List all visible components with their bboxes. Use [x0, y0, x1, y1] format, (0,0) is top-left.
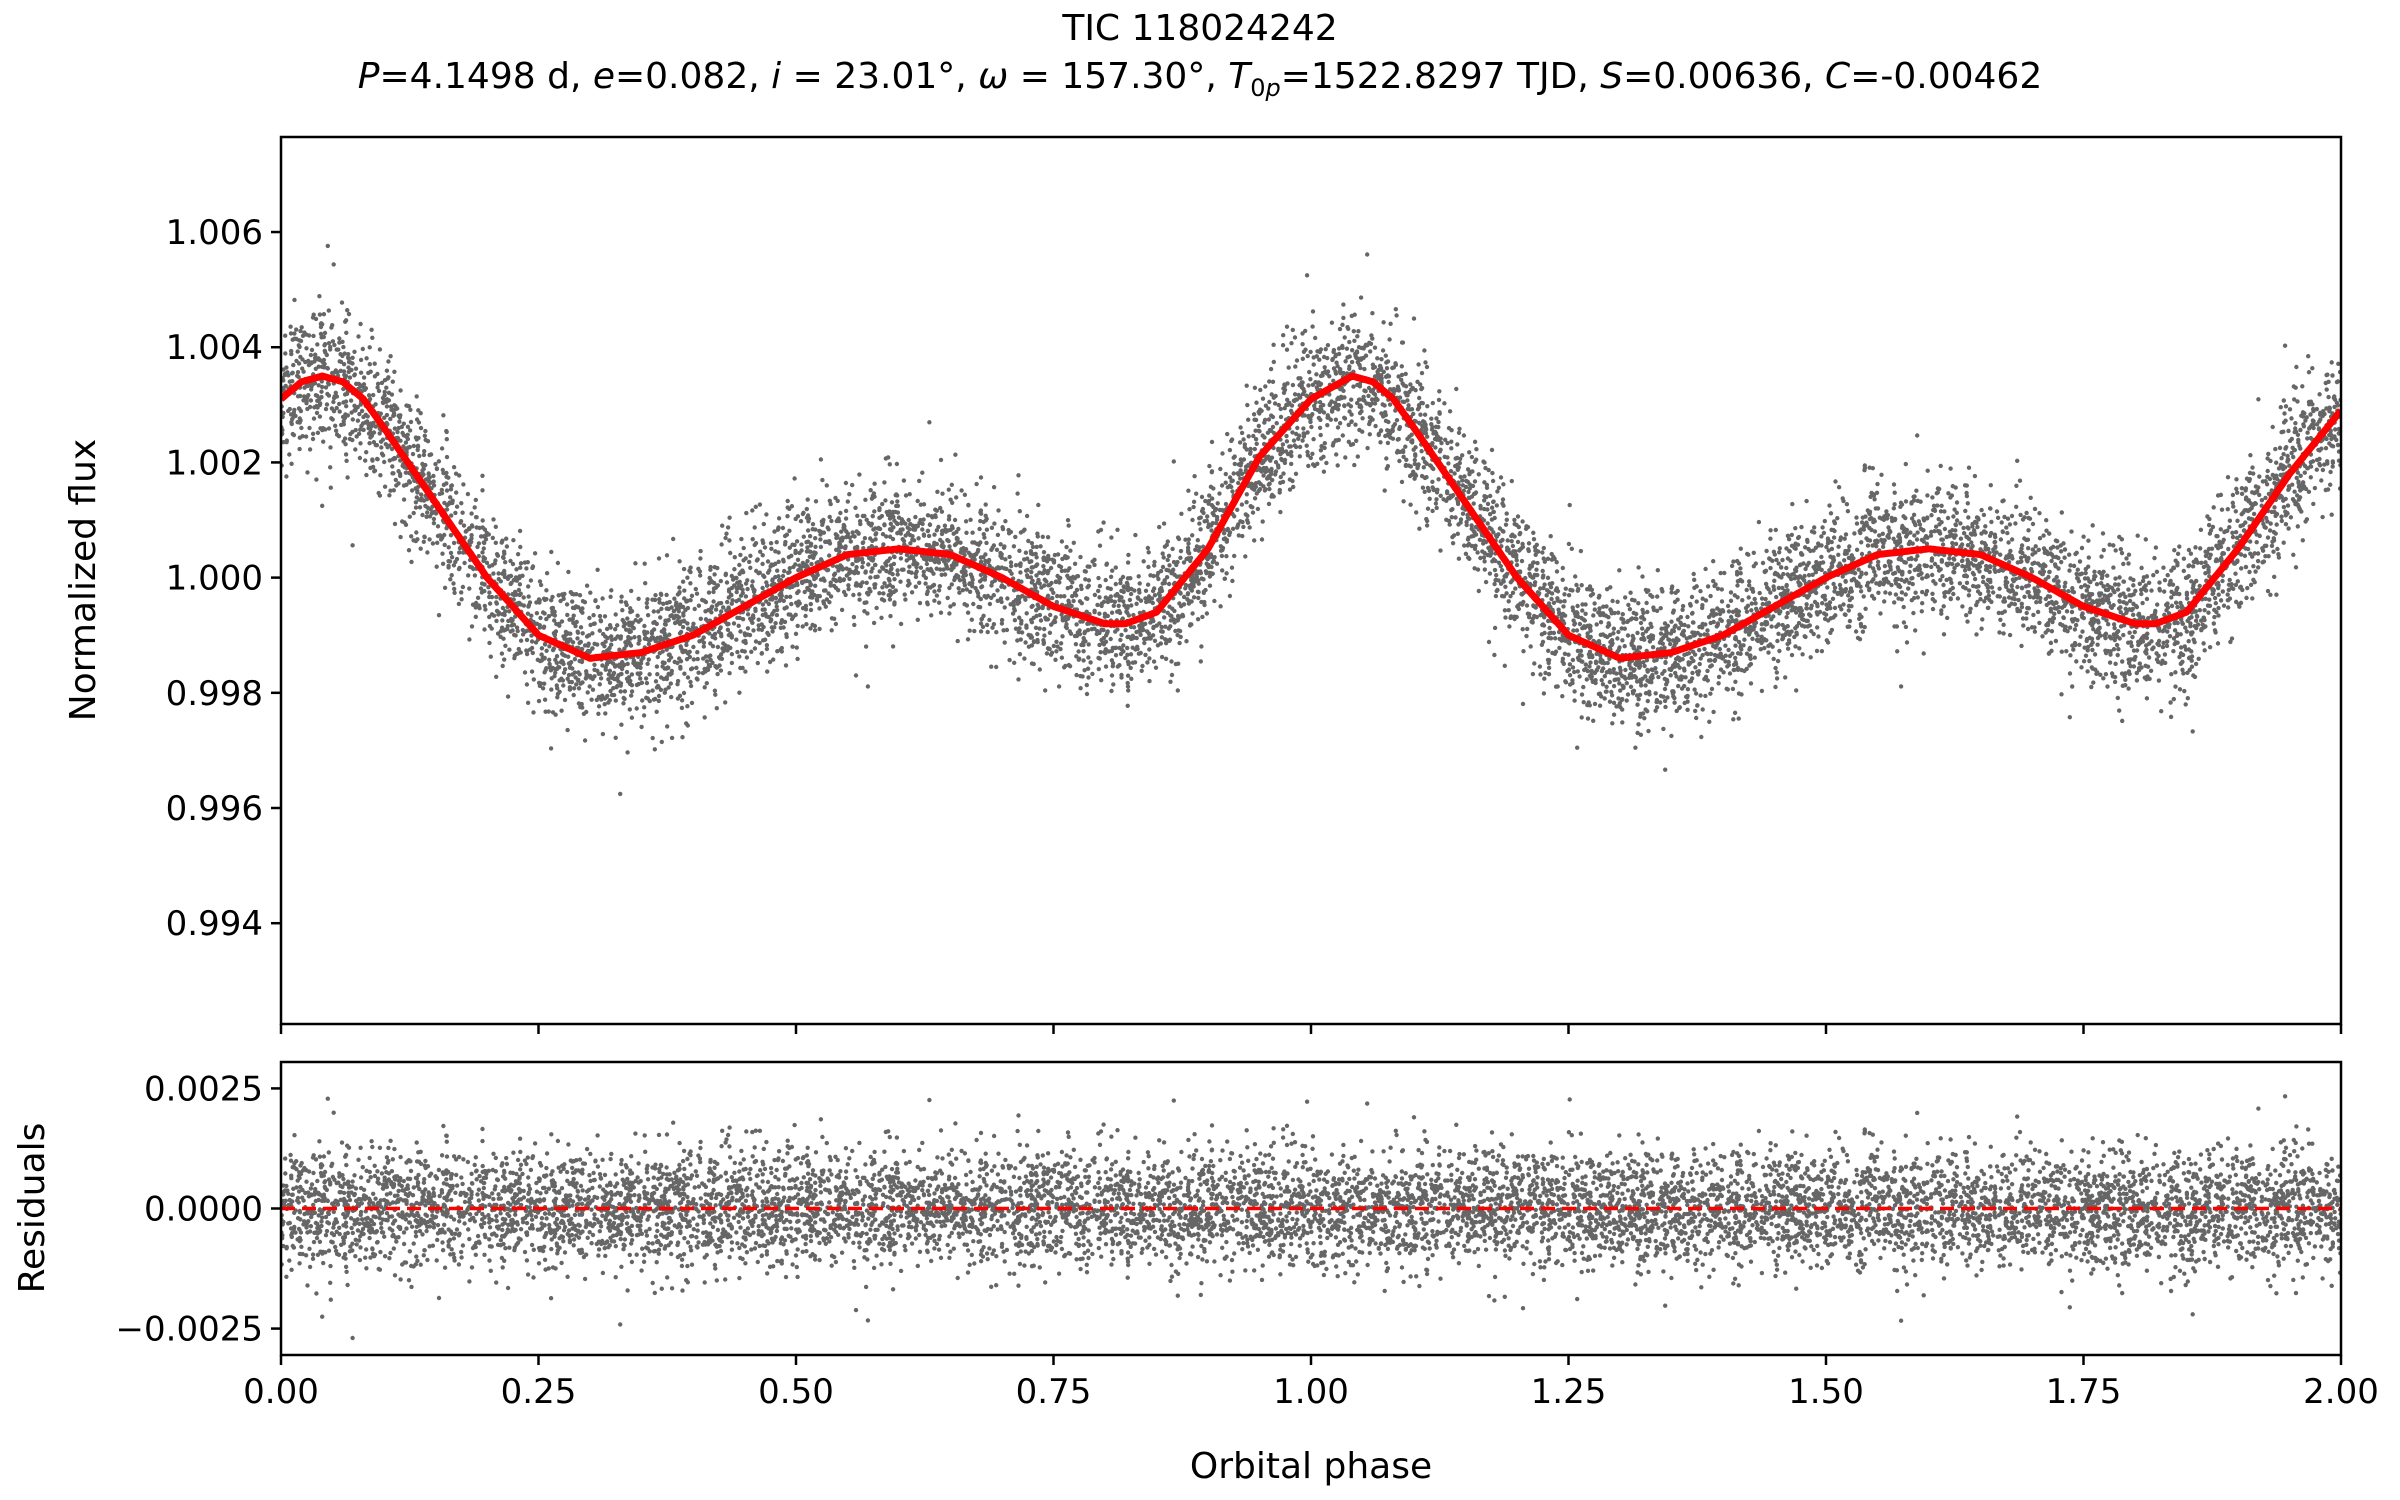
bottom-x-tick-label: 0.75 — [1016, 1372, 1092, 1412]
bottom-x-tick-label: 1.00 — [1273, 1372, 1349, 1412]
bottom-y-tick-label: −0.0025 — [116, 1310, 263, 1350]
bottom-x-tick-label: 1.75 — [2046, 1372, 2122, 1412]
bottom-x-tick-label: 0.25 — [501, 1372, 577, 1412]
bottom-y-axis-label: Residuals — [12, 1123, 53, 1294]
residual-data-points — [279, 1094, 2343, 1340]
bottom-y-tick-label: 0.0000 — [144, 1190, 263, 1230]
top-y-tick-label: 1.002 — [166, 443, 263, 483]
top-y-axis-label: Normalized flux — [63, 439, 104, 721]
top-y-tick-label: 1.006 — [166, 213, 263, 253]
top-y-tick-label: 1.000 — [166, 559, 263, 599]
bottom-x-tick-label: 2.00 — [2303, 1372, 2379, 1412]
top-scatter-points — [279, 244, 2343, 796]
top-data-points — [279, 244, 2343, 796]
top-y-tick-label: 0.998 — [166, 674, 263, 714]
top-y-tick-label: 0.994 — [166, 904, 263, 944]
bottom-x-tick-label: 0.50 — [758, 1372, 834, 1412]
bottom-x-tick-label: 1.50 — [1788, 1372, 1864, 1412]
residual-scatter-points — [279, 1094, 2343, 1340]
top-y-tick-label: 1.004 — [166, 328, 263, 368]
bottom-y-tick-label: 0.0025 — [144, 1069, 263, 1109]
top-y-tick-label: 0.996 — [166, 789, 263, 829]
x-axis-label: Orbital phase — [1190, 1446, 1432, 1487]
bottom-x-tick-label: 1.25 — [1531, 1372, 1607, 1412]
bottom-x-tick-label: 0.00 — [243, 1372, 319, 1412]
